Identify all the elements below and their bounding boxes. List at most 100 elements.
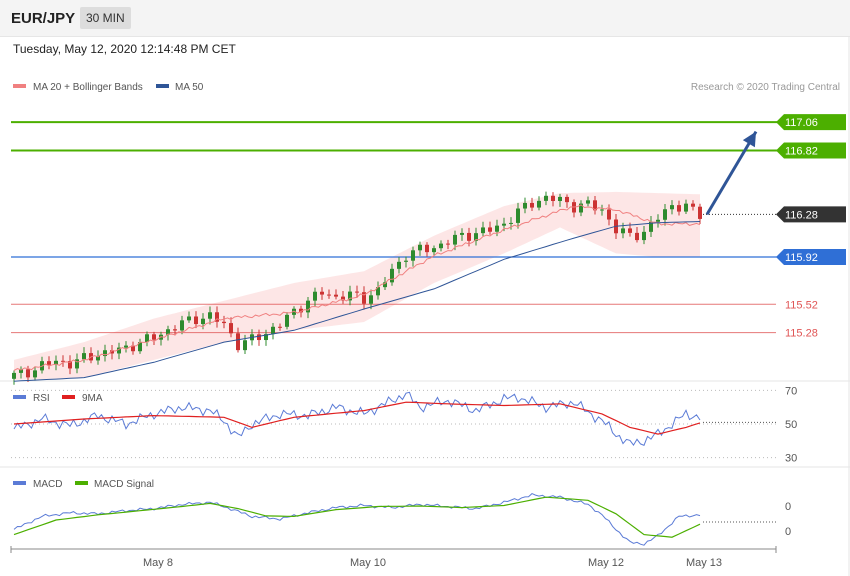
candle-body — [397, 261, 401, 269]
forecast-arrow-head — [742, 131, 756, 148]
level-tags-layer: 117.06 116.82 116.28 115.92 115.52 115.28 — [776, 114, 846, 340]
candle-body — [600, 209, 604, 211]
candle-body — [663, 209, 667, 220]
legend-ma50-label: MA 50 — [175, 82, 204, 93]
candle-body — [565, 196, 569, 203]
candle-body — [425, 244, 429, 253]
candle-body — [607, 209, 611, 220]
candle-body — [194, 316, 198, 325]
candle-body — [26, 369, 30, 378]
resistance-tag — [776, 142, 846, 159]
candle-body — [47, 361, 51, 365]
rsi-tick-label: 50 — [785, 419, 797, 431]
candle-body — [313, 291, 317, 301]
candle-body — [446, 243, 450, 245]
legends-layer: Research © 2020 Trading Central MA 20 + B… — [13, 82, 840, 93]
candle-body — [544, 195, 548, 201]
x-tick-label: May 12 — [588, 557, 624, 569]
candle-body — [180, 320, 184, 331]
legend-macd-signal-label: MACD Signal — [94, 479, 154, 490]
candle-body — [117, 347, 121, 354]
ma20-line — [13, 204, 701, 371]
legend-rsi-swatch — [13, 395, 26, 399]
candle-body — [439, 243, 443, 249]
candle-body — [474, 233, 478, 241]
candle-body — [306, 300, 310, 313]
resistance-tag — [776, 114, 846, 131]
legend-macd-label: MACD — [33, 479, 62, 490]
candle-body — [33, 370, 37, 378]
candle-body — [54, 360, 58, 365]
candle-body — [467, 232, 471, 241]
candle-body — [96, 356, 100, 361]
candle-body — [453, 234, 457, 245]
candle-body — [68, 360, 72, 369]
candle-body — [243, 340, 247, 351]
rsi-tick-label: 70 — [785, 385, 797, 397]
macd-line — [13, 493, 701, 546]
candle-body — [236, 333, 240, 351]
candle-body — [327, 294, 331, 296]
macd-panel: 0 0 MACD MACD Signal — [13, 479, 791, 546]
credit-text: Research © 2020 Trading Central — [691, 82, 840, 93]
candle-body — [201, 318, 205, 325]
candle-body — [404, 260, 408, 262]
candle-body — [502, 223, 506, 226]
candle-body — [334, 294, 338, 297]
timeframe-button[interactable]: 30 MIN — [80, 7, 131, 29]
candle-body — [530, 202, 534, 208]
candle-body — [642, 231, 646, 241]
candle-body — [348, 291, 352, 301]
candle-body — [383, 282, 387, 288]
candle-body — [677, 205, 681, 212]
candle-body — [292, 308, 296, 315]
candle-body — [264, 334, 268, 341]
candle-body — [257, 334, 261, 341]
candle-body — [320, 291, 324, 295]
legend-macd-swatch — [13, 481, 26, 485]
legend-rsi-label: RSI — [33, 393, 50, 404]
support-label: 115.52 — [785, 299, 818, 311]
candle-body — [124, 345, 128, 348]
macd-signal-line — [13, 496, 701, 538]
candle-body — [222, 321, 226, 324]
candle-body — [271, 326, 275, 335]
macd-tick-label: 0 — [785, 501, 791, 513]
rsi-tick-label: 30 — [785, 453, 797, 465]
candle-body — [215, 312, 219, 322]
candle-body — [82, 353, 86, 360]
candle-body — [376, 287, 380, 296]
candle-body — [278, 326, 282, 328]
candle-body — [131, 345, 135, 352]
candle-body — [481, 227, 485, 234]
candle-body — [390, 268, 394, 283]
candle-body — [495, 225, 499, 232]
grid-layer — [0, 36, 850, 576]
candle-body — [229, 323, 233, 334]
legend-ma20-label: MA 20 + Bollinger Bands — [33, 82, 143, 93]
support-label: 115.92 — [785, 252, 818, 264]
x-tick-label: May 10 — [350, 557, 386, 569]
current-price-label: 116.28 — [785, 209, 818, 221]
candle-body — [299, 308, 303, 313]
candle-body — [75, 359, 79, 369]
candle-body — [488, 227, 492, 232]
candle-body — [460, 232, 464, 235]
candle-body — [509, 222, 513, 224]
candle-body — [341, 296, 345, 301]
candle-body — [166, 329, 170, 335]
candle-body — [12, 372, 16, 379]
support-tag — [776, 248, 846, 265]
candle-body — [523, 202, 527, 209]
resistance-label: 117.06 — [785, 117, 818, 129]
candle-body — [173, 329, 177, 331]
candle-body — [138, 342, 142, 352]
candle-body — [558, 196, 562, 201]
candle-body — [698, 206, 702, 219]
candle-body — [110, 350, 114, 354]
candle-body — [593, 200, 597, 211]
legend-rsi-ma-label: 9MA — [82, 393, 103, 404]
candle-body — [586, 200, 590, 204]
forecast-arrow — [705, 130, 758, 216]
